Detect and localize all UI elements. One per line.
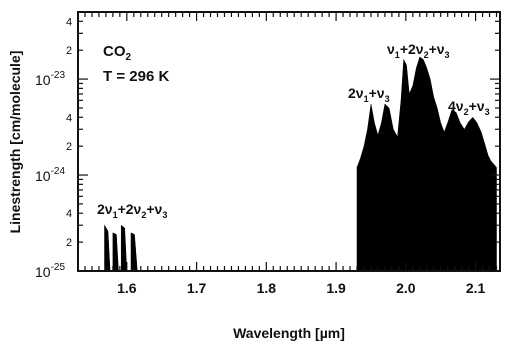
y-minor-tick-label: 2: [66, 45, 72, 57]
plot-frame: [77, 11, 501, 272]
molecule-subscript: 2: [126, 52, 132, 63]
band-fills: [104, 56, 497, 272]
y-minor-tick-label: 2: [66, 237, 72, 249]
band-area-2: [356, 103, 398, 272]
band-area-1: [104, 224, 138, 272]
y-axis-title: Linestrength [cm/molecule]: [7, 51, 23, 234]
y-major-tick-label: 10-23: [35, 70, 65, 88]
molecule-annotation: CO2: [103, 43, 132, 63]
y-major-tick-label: 10-25: [35, 262, 65, 280]
x-tick-label: 1.6: [117, 280, 137, 296]
x-tick-label: 1.9: [326, 280, 346, 296]
band-area-3: [397, 56, 445, 272]
y-minor-tick-label: 4: [66, 112, 72, 124]
y-minor-tick-label: 4: [66, 208, 72, 220]
band-label-4v2-v3: 4ν2+ν3: [448, 98, 490, 117]
axis-ticks: [77, 11, 500, 272]
y-minor-tick-label: 4: [66, 16, 72, 28]
x-tick-label: 2.1: [466, 280, 486, 296]
band-label-2v1-v3: 2ν1+ν3: [348, 85, 390, 104]
band-area-4: [443, 109, 497, 272]
band-label-2v1-2v2-v3-left: 2ν1+2ν2+ν3: [97, 201, 167, 220]
axis-tick-labels: 1.6 1.7 1.8 1.9 2.0 2.1 10-25 10-24 10-23 2 4 2 4 2 4: [35, 16, 486, 296]
y-major-tick-label: 10-24: [35, 166, 65, 184]
temperature-annotation: T = 296 K: [103, 68, 169, 85]
x-tick-label: 1.7: [187, 280, 207, 296]
x-tick-label: 2.0: [396, 280, 416, 296]
y-minor-tick-label: 2: [66, 141, 72, 153]
band-label-v1-2v2-v3: ν1+2ν2+ν3: [387, 41, 450, 60]
x-tick-label: 1.8: [257, 280, 277, 296]
molecule-formula: CO: [103, 43, 126, 60]
x-axis-title: Wavelength [µm]: [233, 325, 345, 341]
